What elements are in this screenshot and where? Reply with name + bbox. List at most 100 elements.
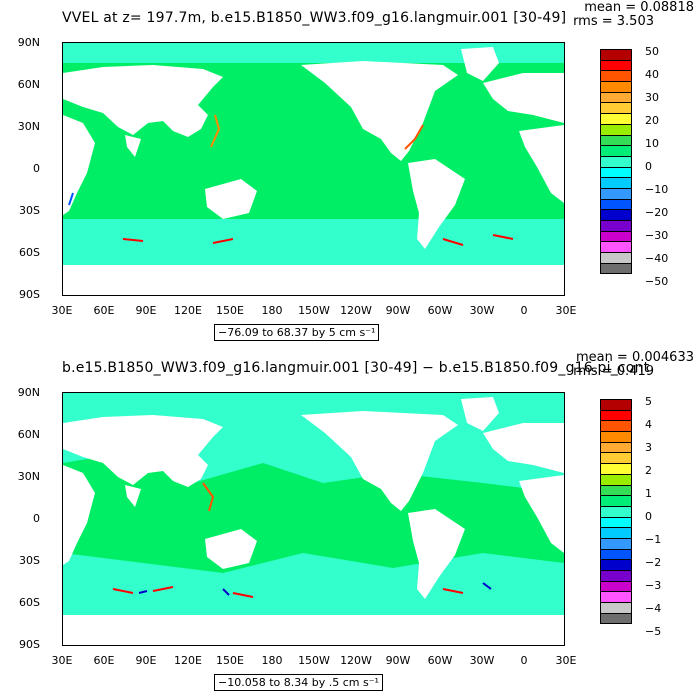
lon-label: 120E [174,304,202,317]
lon-label: 0 [520,304,528,317]
colorbar-label: −4 [645,602,662,615]
land-australia [205,529,257,569]
lat-label: 90S [19,638,40,651]
land-north-america [301,411,458,511]
lon-label: 150E [216,654,244,667]
panel-title: b.e15.B1850_WW3.f09_g16.langmuir.001 [30… [62,360,650,376]
colorbar-label: −10 [645,183,669,196]
land-africa [63,465,95,565]
acc-streak [122,234,514,246]
lon-label: 150W [298,654,330,667]
contour-range-label: −76.09 to 68.37 by 5 cm s⁻¹ [214,324,380,341]
lat-label: 90S [19,288,40,301]
lon-label: 180 [261,654,283,667]
ocean-map [63,393,564,645]
rms-value: rms = 0.419 [573,364,654,379]
land-greenland [461,47,499,81]
rms-value: rms = 3.503 [573,14,654,29]
colorbar [600,49,632,275]
lat-label: 60N [17,78,40,91]
lat-label: 60N [17,428,40,441]
mean-value: mean = 0.08818 [584,0,694,15]
land-eurasia [63,65,223,137]
lon-label: 30E [51,304,73,317]
colorbar-label: −1 [645,533,662,546]
map-plot [62,42,565,296]
land-africa [63,115,95,215]
colorbar-label: 10 [645,137,659,150]
land-africa-east [519,125,564,203]
colorbar-label: −40 [645,252,669,265]
lat-label: 90N [17,36,40,49]
colorbar-label: 0 [645,510,652,523]
contour-range-label: −10.058 to 8.34 by .5 cm s⁻¹ [214,674,383,691]
boundary-current-agulhas [68,192,74,206]
colorbar-label: 30 [645,91,659,104]
lon-label: 30W [469,304,495,317]
land-south-america [408,509,465,599]
lat-label: 0 [33,162,40,175]
colorbar-label: 1 [645,487,652,500]
lon-label: 90E [135,304,157,317]
lon-label: 60W [427,304,453,317]
ocean-map [63,43,564,295]
lon-label: 120W [340,304,372,317]
lon-label: 120W [340,654,372,667]
lon-label: 30E [51,654,73,667]
lon-label: 30E [555,654,577,667]
colorbar-label: −3 [645,579,662,592]
colorbar-label: 0 [645,160,652,173]
panel-title: VVEL at z= 197.7m, b.e15.B1850_WW3.f09_g… [62,10,567,26]
colorbar-label: −20 [645,206,669,219]
land-europe [483,423,564,473]
anomaly-streak [112,586,464,598]
land-greenland [461,397,499,431]
lat-label: 0 [33,512,40,525]
land-north-america [301,61,458,161]
lon-label: 60E [93,304,115,317]
land-india [125,135,141,157]
lon-label: 90W [385,304,411,317]
land-australia [205,179,257,219]
land-south-america [408,159,465,249]
lat-label: 60S [19,246,40,259]
lon-label: 60W [427,654,453,667]
lon-label: 90E [135,654,157,667]
anomaly-streak-blue [138,582,492,596]
lon-label: 0 [520,654,528,667]
lon-label: 30W [469,654,495,667]
colorbar-label: 2 [645,464,652,477]
land-india [125,485,141,507]
colorbar-label: −30 [645,229,669,242]
colorbar-label: 20 [645,114,659,127]
land-antarctica [63,265,564,295]
colorbar-label: −2 [645,556,662,569]
anomaly-streak-kuroshio [202,482,215,512]
colorbar-label: 3 [645,441,652,454]
lat-label: 30N [17,470,40,483]
colorbar-label: 4 [645,418,652,431]
lon-label: 120E [174,654,202,667]
boundary-current-kuroshio [210,114,221,148]
boundary-current-gulfstream [404,124,424,150]
mean-value: mean = 0.004633 [575,350,694,365]
lon-label: 180 [261,304,283,317]
land-antarctica [63,615,564,645]
lat-label: 30N [17,120,40,133]
land-europe [483,73,564,123]
colorbar-swatch [600,612,632,625]
bottom-panel: b.e15.B1850_WW3.f09_g16.langmuir.001 [30… [0,350,700,700]
colorbar-label: 40 [645,68,659,81]
colorbar-swatch [600,262,632,275]
land-africa-east [519,475,564,553]
lat-label: 60S [19,596,40,609]
colorbar-label: 5 [645,395,652,408]
lon-label: 30E [555,304,577,317]
lat-label: 30S [19,554,40,567]
lat-label: 30S [19,204,40,217]
colorbar-label: 50 [645,45,659,58]
lon-label: 150W [298,304,330,317]
colorbar [600,399,632,625]
lon-label: 150E [216,304,244,317]
map-plot [62,392,565,646]
